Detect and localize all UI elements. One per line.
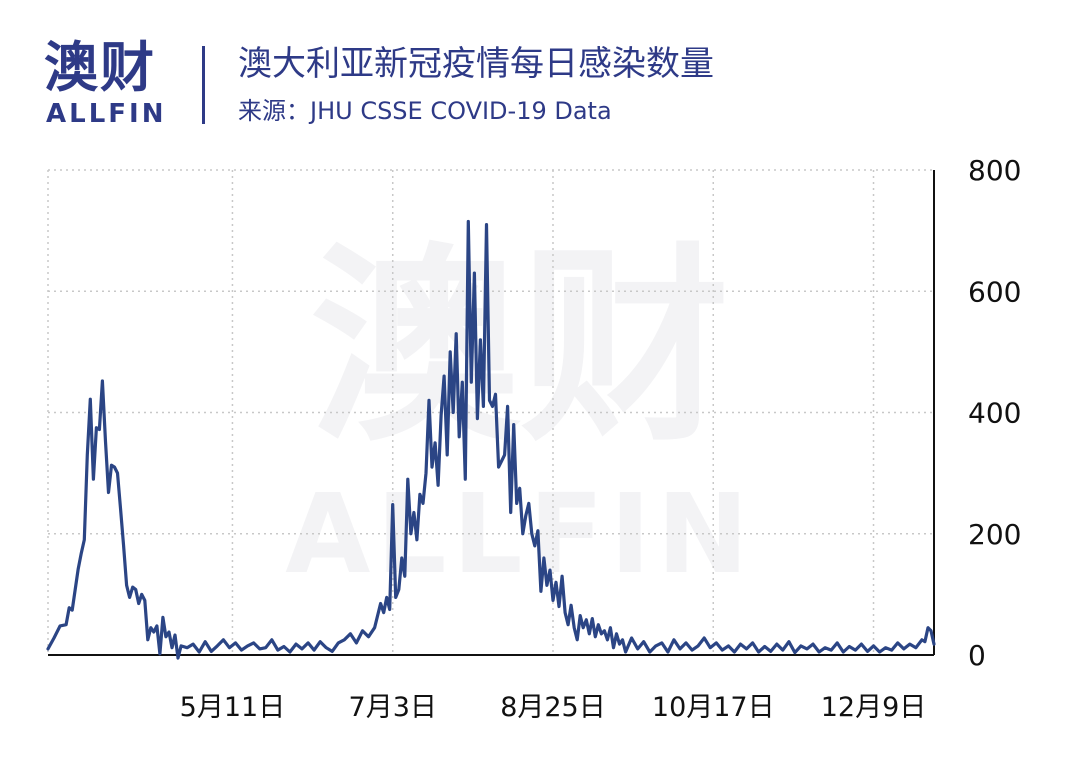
y-tick-label: 600 [968,275,1021,308]
grid-lines [47,169,934,655]
x-tick-label: 5月11日 [180,692,286,723]
y-tick-label: 0 [968,639,986,672]
x-tick-label: 12月9日 [821,692,927,723]
chart-title: 澳大利亚新冠疫情每日感染数量 [238,44,714,84]
series-line [46,219,936,660]
watermark-chinese: 澳财 [310,225,730,470]
x-tick-label: 7月3日 [349,692,437,723]
y-axis-ticks: 0 200 400 600 800 [968,154,1021,672]
series-group [46,219,936,660]
axes [48,170,935,656]
y-tick-label: 200 [968,518,1021,551]
watermark: 澳财 ALLFIN [285,225,748,598]
chart-header: 澳财 ALLFIN 澳大利亚新冠疫情每日感染数量 来源：JHU CSSE COV… [0,0,1080,140]
x-tick-label: 8月25日 [500,692,606,723]
y-tick-label: 800 [968,154,1021,187]
y-tick-label: 400 [968,397,1021,430]
x-tick-label: 10月17日 [652,692,775,723]
header-divider [202,46,205,124]
data-source: 来源：JHU CSSE COVID-19 Data [238,97,612,125]
x-axis-ticks: 5月11日 7月3日 8月25日 10月17日 12月9日 [180,692,927,723]
brand-logo-english: ALLFIN [46,99,167,129]
brand-logo-chinese: 澳财 [44,36,156,99]
